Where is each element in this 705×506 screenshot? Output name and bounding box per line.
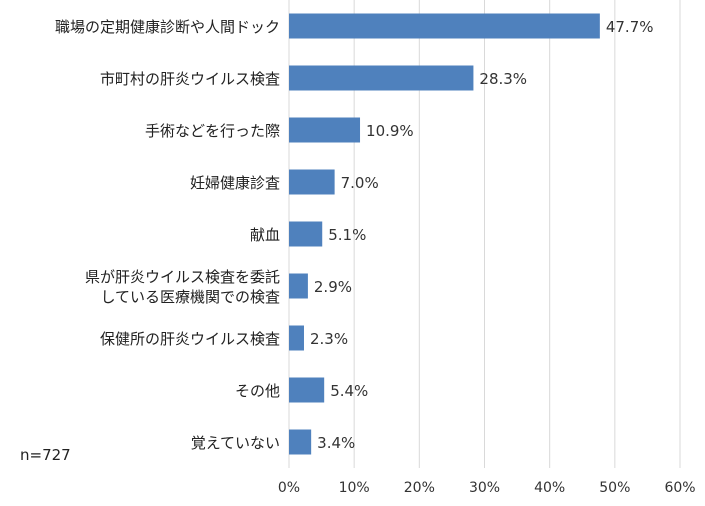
category-label: 妊婦健康診査 <box>190 174 280 192</box>
bar <box>289 429 312 455</box>
category-label-line: 保健所の肝炎ウイルス検査 <box>100 330 280 348</box>
x-tick-label: 50% <box>599 480 630 496</box>
value-labels: 47.7% 28.3% 10.9% 7.0% 5.1% 2.9% 2.3% 5.4% 3.4% <box>310 18 654 452</box>
category-label: 市町村の肝炎ウイルス検査 <box>100 70 280 88</box>
category-label-line: 市町村の肝炎ウイルス検査 <box>100 70 280 88</box>
bar <box>289 65 474 91</box>
data-label: 2.9% <box>314 278 352 296</box>
x-axis-tick-labels: 0% 10% 20% 30% 40% 50% 60% <box>278 480 696 496</box>
data-label: 5.4% <box>330 382 368 400</box>
data-label: 3.4% <box>317 434 355 452</box>
category-label: 手術などを行った際 <box>145 122 280 140</box>
data-label: 5.1% <box>328 226 366 244</box>
sample-size-note: n=727 <box>20 446 71 464</box>
data-label: 10.9% <box>366 122 414 140</box>
x-tick-label: 60% <box>664 480 695 496</box>
category-label: 保健所の肝炎ウイルス検査 <box>100 330 280 348</box>
x-tick-label: 40% <box>534 480 565 496</box>
category-label-line: 妊婦健康診査 <box>190 174 280 192</box>
category-label-line: その他 <box>235 382 280 400</box>
category-label: 職場の定期健康診断や人間ドック <box>55 18 280 36</box>
category-label-line: 献血 <box>250 226 280 244</box>
x-tick-label: 30% <box>469 480 500 496</box>
category-label-line: 職場の定期健康診断や人間ドック <box>55 18 280 36</box>
category-label: 覚えていない <box>191 434 280 452</box>
data-label: 28.3% <box>479 70 527 88</box>
bar <box>289 221 323 247</box>
x-tick-label: 20% <box>404 480 435 496</box>
category-label: その他 <box>235 382 280 400</box>
bar <box>289 169 335 195</box>
bar <box>289 13 600 39</box>
data-label: 7.0% <box>341 174 379 192</box>
bars <box>289 13 600 455</box>
data-label: 47.7% <box>606 18 654 36</box>
category-label-line: 県が肝炎ウイルス検査を委託 <box>85 268 280 286</box>
data-label: 2.3% <box>310 330 348 348</box>
bar <box>289 273 308 299</box>
category-label: 献血 <box>250 226 280 244</box>
bar <box>289 325 304 351</box>
category-label-line: 覚えていない <box>191 434 280 452</box>
bar <box>289 117 361 143</box>
x-tick-label: 0% <box>278 480 300 496</box>
x-tick-label: 10% <box>339 480 370 496</box>
bar <box>289 377 325 403</box>
category-labels: 職場の定期健康診断や人間ドック市町村の肝炎ウイルス検査手術などを行った際妊婦健康… <box>55 18 280 452</box>
category-label: 県が肝炎ウイルス検査を委託している医療機関での検査 <box>85 268 280 306</box>
category-label-line: 手術などを行った際 <box>145 122 280 140</box>
category-label-line: している医療機関での検査 <box>100 288 280 306</box>
